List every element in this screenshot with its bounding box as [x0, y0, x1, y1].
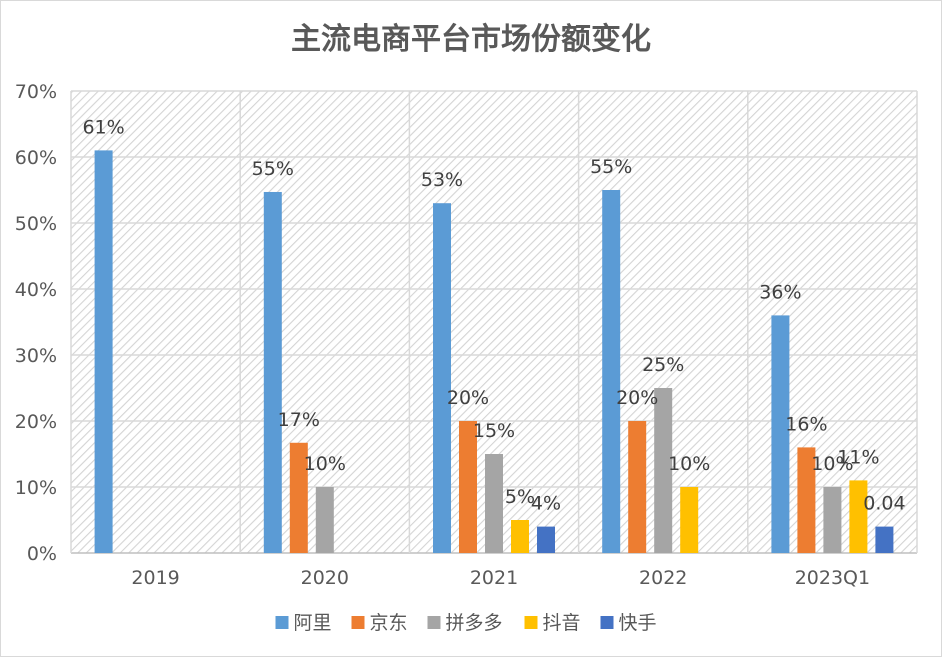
axes: 0% 10% 20% 30% 40% 50% 60% 70% 2019 2020 2021 2022 2… [15, 81, 870, 589]
data-label: 17% [278, 409, 320, 431]
legend-label: 抖音 [543, 612, 581, 634]
data-label: 61% [82, 116, 124, 138]
bar-拼多多 [654, 388, 673, 553]
y-tick-label: 50% [15, 213, 57, 235]
data-label: 16% [785, 413, 827, 435]
bar-阿里 [94, 150, 113, 553]
y-tick-label: 70% [15, 81, 57, 103]
chart-title: 主流电商平台市场份额变化 [291, 22, 651, 57]
data-label: 55% [590, 156, 632, 178]
x-tick-label: 2019 [131, 567, 179, 589]
legend-label: 拼多多 [446, 612, 503, 634]
bar-阿里 [602, 190, 621, 553]
data-label: 10% [811, 453, 853, 475]
bar-抖音 [511, 520, 529, 553]
y-tick-label: 10% [15, 477, 57, 499]
legend-swatch-京东 [351, 616, 365, 629]
bars [94, 150, 894, 554]
legend-swatch-快手 [600, 616, 614, 629]
legend-label: 快手 [619, 612, 657, 634]
data-label: 10% [304, 453, 346, 475]
y-tick-label: 40% [15, 279, 57, 301]
y-tick-label: 20% [15, 411, 57, 433]
data-label: 20% [616, 387, 658, 409]
bar-阿里 [263, 191, 282, 554]
data-label: 0.04 [863, 493, 905, 515]
data-label: 36% [759, 281, 801, 303]
data-label: 15% [473, 420, 515, 442]
bar-抖音 [849, 480, 868, 553]
y-tick-label: 30% [15, 345, 57, 367]
legend-swatch-拼多多 [427, 616, 441, 629]
legend-swatch-抖音 [524, 616, 538, 629]
data-labels: 61% 55% 53% 55% 36% 17% 20% 20% 16% 10% 15% 25% 10% 5… [82, 116, 905, 514]
bar-拼多多 [315, 487, 334, 553]
bar-抖音 [680, 487, 699, 553]
data-label: 20% [447, 387, 489, 409]
y-tick-label: 0% [27, 543, 57, 565]
bar-京东 [797, 447, 816, 553]
legend-label: 阿里 [294, 612, 332, 634]
bar-京东 [459, 421, 477, 553]
bar-京东 [628, 421, 647, 553]
bar-阿里 [433, 203, 451, 553]
y-tick-label: 60% [15, 147, 57, 169]
x-tick-label: 2022 [639, 567, 687, 589]
data-label: 11% [837, 446, 879, 468]
data-label: 10% [668, 453, 710, 475]
bar-京东 [289, 442, 308, 553]
legend: 阿里 京东 拼多多 抖音 快手 [275, 612, 657, 634]
data-label: 55% [252, 158, 294, 180]
data-label: 53% [421, 169, 463, 191]
bar-快手 [875, 526, 894, 553]
data-label: 5% [505, 486, 535, 508]
legend-swatch-阿里 [275, 616, 289, 629]
bar-快手 [537, 526, 555, 553]
bar-阿里 [771, 315, 790, 553]
x-tick-label: 2021 [470, 567, 518, 589]
bar-拼多多 [485, 454, 503, 553]
x-tick-label: 2020 [301, 567, 349, 589]
legend-label: 京东 [370, 612, 408, 634]
x-tick-label: 2023Q1 [795, 567, 870, 589]
data-label: 4% [531, 493, 561, 515]
data-label: 25% [642, 354, 684, 376]
bar-拼多多 [823, 487, 842, 553]
